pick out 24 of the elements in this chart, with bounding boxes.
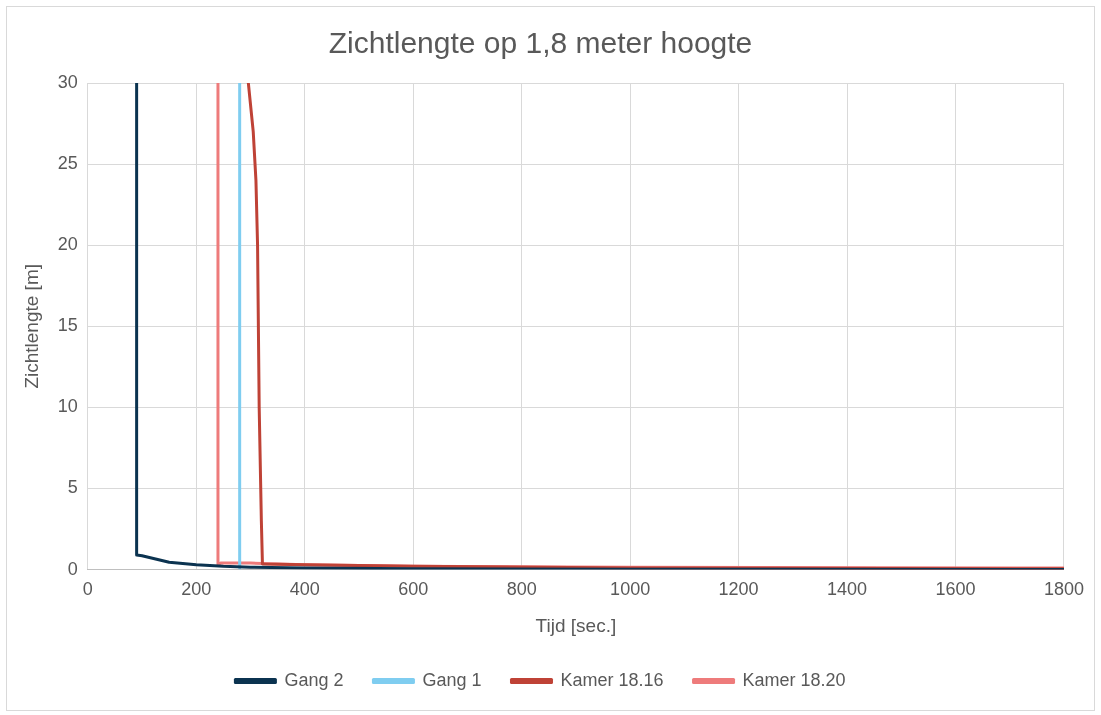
- x-tick-label: 600: [398, 579, 429, 600]
- x-tick-label: 1400: [827, 579, 868, 600]
- legend-label: Kamer 18.16: [560, 669, 664, 690]
- y-tick-label: 25: [57, 153, 78, 174]
- x-tick-label: 800: [506, 579, 537, 600]
- y-tick-label: 0: [67, 558, 78, 579]
- y-tick-label: 10: [57, 396, 78, 417]
- x-tick-label: 400: [289, 579, 320, 600]
- y-axis-title: Zichtlengte [m]: [20, 264, 42, 389]
- legend-label: Gang 1: [422, 669, 482, 690]
- x-tick-label: 1000: [610, 579, 651, 600]
- y-tick-label: 15: [57, 315, 78, 336]
- x-tick-label: 1600: [935, 579, 976, 600]
- x-tick-label: 0: [82, 579, 93, 600]
- y-tick-label: 30: [57, 71, 78, 92]
- legend-label: Kamer 18.20: [742, 669, 846, 690]
- x-tick-label: 1800: [1043, 579, 1084, 600]
- legend-label: Gang 2: [284, 669, 344, 690]
- x-tick-label: 1200: [718, 579, 759, 600]
- x-tick-label: 200: [181, 579, 212, 600]
- chart-title: Zichtlengte op 1,8 meter hoogte: [328, 26, 753, 60]
- y-tick-label: 5: [67, 477, 78, 498]
- x-axis-title: Tijd [sec.]: [535, 614, 617, 636]
- y-tick-label: 20: [57, 234, 78, 255]
